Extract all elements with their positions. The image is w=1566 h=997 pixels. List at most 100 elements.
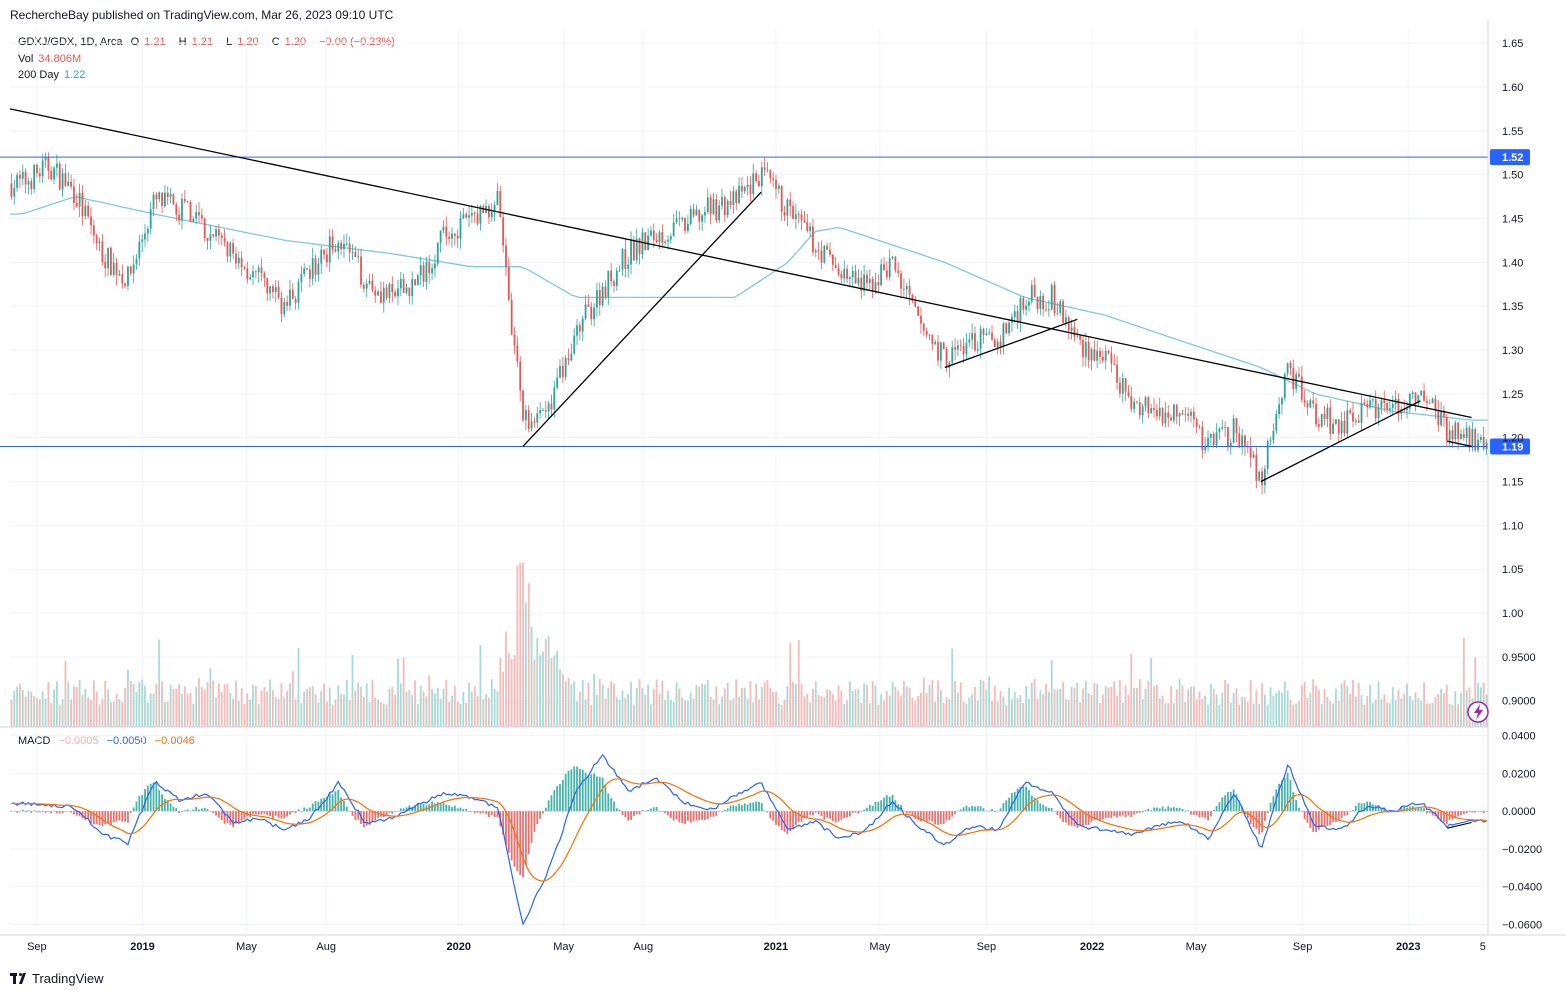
volume-bar [223, 684, 226, 727]
volume-bar [1067, 699, 1070, 727]
macd-histogram-bar [1033, 797, 1036, 812]
macd-legend: MACD −0.0005 −0.0050 −0.0046 [18, 735, 195, 747]
volume-bar [729, 700, 732, 727]
ma-line [10, 196, 1488, 421]
candle-body [1025, 305, 1028, 310]
volume-bar [962, 701, 965, 727]
volume-bar [360, 686, 362, 727]
volume-bar [499, 657, 502, 727]
volume-bar [635, 688, 638, 727]
macd-histogram-bar [1045, 806, 1047, 812]
macd-histogram-bar [794, 811, 797, 825]
candle-body [934, 341, 937, 344]
macd-histogram-bar [50, 811, 53, 814]
volume-bar [1315, 685, 1317, 727]
macd-histogram-bar [382, 811, 385, 818]
macd-tick-label: 0.0000 [1502, 806, 1536, 818]
candle-body [1363, 402, 1366, 404]
volume-bar [740, 688, 743, 727]
candle-body [797, 214, 800, 216]
candle-body [10, 183, 13, 197]
candle-body [360, 256, 362, 285]
candle-body [706, 197, 709, 213]
macd-histogram-bar [351, 811, 354, 816]
macd-histogram-bar [468, 811, 470, 812]
candle-body [979, 329, 982, 349]
macd-histogram-bar [857, 811, 860, 814]
candle-body [837, 268, 840, 274]
volume-bar [1221, 692, 1224, 727]
macd-histogram-bar [672, 811, 675, 821]
macd-histogram-bar [155, 783, 158, 812]
volume-bar [362, 696, 365, 727]
volume-bar [1056, 689, 1059, 727]
candle-body [957, 345, 959, 350]
macd-histogram-bar [638, 811, 641, 815]
macd-histogram-bar [1295, 800, 1298, 812]
candle-body [1235, 418, 1238, 434]
candle-body [550, 403, 553, 410]
volume-bar [675, 682, 678, 727]
candle-body [67, 181, 70, 186]
macd-histogram-bar [834, 811, 837, 823]
trendlines[interactable] [9, 108, 1472, 483]
candle-body [834, 264, 837, 269]
macd-histogram-bar [732, 805, 735, 812]
volume-bar [945, 697, 948, 727]
candle-body [218, 229, 220, 236]
candle-body [1113, 363, 1116, 365]
macd-histogram-bar [1155, 807, 1158, 812]
macd-histogram-bar [530, 811, 533, 843]
macd-histogram-bar [368, 811, 371, 825]
time-tick-label: May [553, 941, 574, 953]
candle-body [1440, 410, 1443, 425]
candle-body [1292, 367, 1295, 390]
candle-body [1170, 417, 1172, 421]
candle-body [254, 271, 257, 273]
volume-bar [1124, 685, 1127, 727]
candle-body [229, 242, 232, 257]
candle-body [462, 214, 465, 219]
volume-bar [1110, 687, 1113, 727]
macd-histogram-bar [831, 811, 834, 822]
volume-bar [1377, 681, 1380, 727]
volume-bar [559, 669, 561, 727]
volume-bar [584, 699, 587, 727]
candle-body [1130, 396, 1133, 409]
axes: 1.651.601.551.501.451.401.351.301.251.20… [0, 20, 1566, 953]
candle-body [371, 280, 374, 291]
macd-histogram-bar [1082, 811, 1084, 826]
macd-histogram-bar [266, 811, 269, 816]
volume-bar [92, 680, 95, 727]
volume-bar [70, 699, 73, 727]
candle-body [1121, 378, 1124, 394]
volume-bar [67, 681, 70, 727]
candle-body [1417, 395, 1420, 404]
volume-bar [1286, 690, 1289, 727]
volume-bar [1252, 703, 1255, 727]
macd-tick-label: −0.0400 [1502, 882, 1542, 894]
tradingview-logo[interactable]: TradingView [10, 971, 104, 986]
volume-bar [857, 689, 860, 727]
candle-body [92, 225, 95, 236]
candle-body [1087, 342, 1090, 361]
macd-histogram-bar [439, 803, 442, 812]
candle-body [863, 274, 866, 291]
horizontal-levels[interactable]: 1.521.19 [0, 149, 1530, 455]
macd-histogram-bar [729, 805, 732, 812]
candle-body [1317, 424, 1320, 427]
macd-histogram-bar [974, 806, 976, 812]
volume-bar [78, 680, 81, 727]
macd-histogram-bar [1335, 811, 1337, 823]
volume-bar [274, 697, 277, 727]
candle-body [701, 215, 704, 222]
price-tick-label: 1.45 [1502, 213, 1523, 225]
macd-histogram-bar [885, 795, 888, 812]
macd-histogram-bar [587, 774, 590, 812]
macd-histogram-bar [635, 811, 638, 815]
time-tick-label: Sep [1293, 941, 1313, 953]
candle-body [385, 287, 388, 298]
volume-bar [581, 679, 584, 727]
lightning-icon[interactable] [1467, 701, 1489, 723]
